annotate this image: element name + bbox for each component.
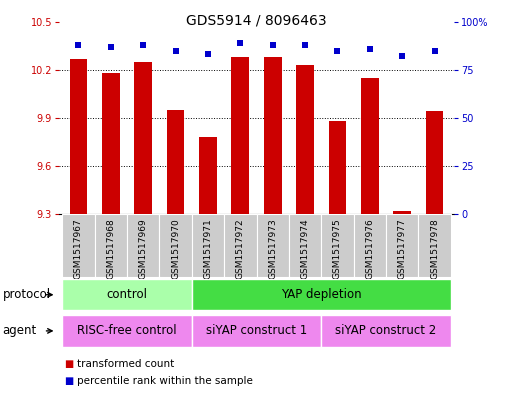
Bar bbox=[328, 121, 346, 214]
Text: GSM1517972: GSM1517972 bbox=[236, 218, 245, 279]
Text: siYAP construct 2: siYAP construct 2 bbox=[336, 324, 437, 338]
Bar bbox=[386, 214, 419, 277]
Bar bbox=[321, 315, 451, 347]
Bar bbox=[264, 57, 282, 214]
Bar bbox=[426, 112, 443, 214]
Bar bbox=[192, 214, 224, 277]
Bar bbox=[70, 59, 87, 214]
Text: percentile rank within the sample: percentile rank within the sample bbox=[77, 376, 253, 386]
Text: GSM1517976: GSM1517976 bbox=[365, 218, 374, 279]
Bar bbox=[192, 279, 451, 310]
Text: GSM1517974: GSM1517974 bbox=[301, 218, 309, 279]
Text: YAP depletion: YAP depletion bbox=[281, 288, 362, 301]
Bar bbox=[160, 214, 192, 277]
Text: GSM1517969: GSM1517969 bbox=[139, 218, 148, 279]
Text: protocol: protocol bbox=[3, 288, 51, 301]
Text: RISC-free control: RISC-free control bbox=[77, 324, 177, 338]
Text: ■: ■ bbox=[64, 376, 73, 386]
Bar bbox=[353, 214, 386, 277]
Bar bbox=[321, 214, 353, 277]
Bar bbox=[127, 214, 160, 277]
Text: GSM1517970: GSM1517970 bbox=[171, 218, 180, 279]
Bar bbox=[224, 214, 256, 277]
Bar bbox=[62, 214, 94, 277]
Bar bbox=[296, 65, 314, 214]
Text: GDS5914 / 8096463: GDS5914 / 8096463 bbox=[186, 14, 327, 28]
Text: agent: agent bbox=[3, 324, 37, 338]
Bar bbox=[231, 57, 249, 214]
Text: transformed count: transformed count bbox=[77, 358, 174, 369]
Bar bbox=[167, 110, 185, 214]
Text: GSM1517977: GSM1517977 bbox=[398, 218, 407, 279]
Bar bbox=[62, 315, 192, 347]
Bar bbox=[62, 279, 192, 310]
Bar bbox=[199, 137, 217, 214]
Bar bbox=[94, 214, 127, 277]
Text: GSM1517973: GSM1517973 bbox=[268, 218, 277, 279]
Text: GSM1517975: GSM1517975 bbox=[333, 218, 342, 279]
Bar bbox=[192, 315, 321, 347]
Bar bbox=[419, 214, 451, 277]
Text: GSM1517978: GSM1517978 bbox=[430, 218, 439, 279]
Text: GSM1517971: GSM1517971 bbox=[204, 218, 212, 279]
Bar bbox=[134, 62, 152, 214]
Bar bbox=[393, 211, 411, 214]
Bar bbox=[256, 214, 289, 277]
Text: siYAP construct 1: siYAP construct 1 bbox=[206, 324, 307, 338]
Bar bbox=[102, 73, 120, 214]
Text: GSM1517967: GSM1517967 bbox=[74, 218, 83, 279]
Text: control: control bbox=[107, 288, 148, 301]
Bar bbox=[289, 214, 321, 277]
Bar bbox=[361, 78, 379, 214]
Text: GSM1517968: GSM1517968 bbox=[106, 218, 115, 279]
Text: ■: ■ bbox=[64, 358, 73, 369]
